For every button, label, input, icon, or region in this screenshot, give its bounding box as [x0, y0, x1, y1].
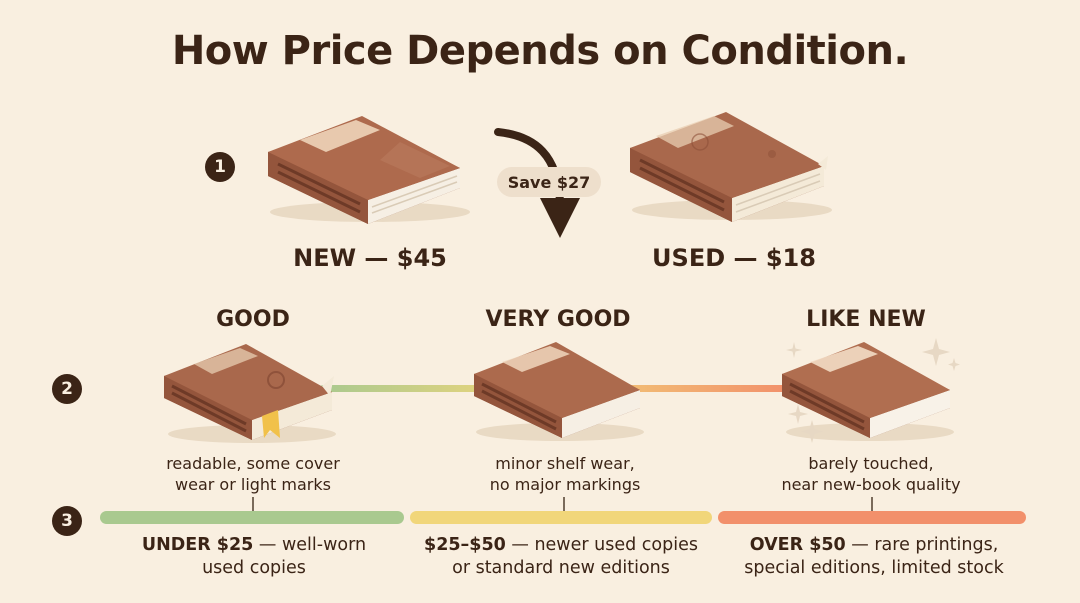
- scale-tick: [563, 497, 565, 511]
- condition-desc-good: readable, some cover wear or light marks: [128, 453, 378, 495]
- condition-desc-like-new: barely touched, near new-book quality: [746, 453, 996, 495]
- price-tier-mid: $25–$50 — newer used copies or standard …: [406, 534, 716, 580]
- tier-note-line2: special editions, limited stock: [744, 558, 1004, 578]
- condition-title-good: GOOD: [216, 307, 290, 332]
- new-price-label: NEW — $45: [293, 244, 447, 272]
- scale-tick: [871, 497, 873, 511]
- step-3-badge: 3: [52, 506, 82, 536]
- tier-range: UNDER $25: [141, 535, 254, 555]
- very-good-book-icon: [474, 342, 644, 441]
- price-tier-low: UNDER $25 — well-worn used copies: [112, 534, 396, 580]
- step-1-badge: 1: [205, 152, 235, 182]
- price-tier-high: OVER $50 — rare printings, special editi…: [722, 534, 1026, 580]
- tier-note: — rare printings,: [845, 535, 999, 555]
- tier-note-line2: used copies: [202, 558, 306, 578]
- condition-desc-line: barely touched,: [808, 454, 934, 473]
- tier-range: $25–$50: [424, 535, 506, 555]
- sparkle-icon: [922, 338, 960, 371]
- condition-desc-line: readable, some cover: [166, 454, 340, 473]
- condition-desc-line: wear or light marks: [175, 475, 331, 494]
- condition-desc-line: no major markings: [489, 475, 641, 494]
- price-scale-mid-bar: [410, 511, 712, 524]
- tier-range: OVER $50: [749, 535, 846, 555]
- savings-badge: Save $27: [497, 167, 601, 197]
- condition-title-like-new: LIKE NEW: [806, 307, 926, 332]
- condition-desc-very-good: minor shelf wear, no major markings: [440, 453, 690, 495]
- used-price-label: USED — $18: [652, 244, 816, 272]
- condition-desc-line: near new-book quality: [781, 475, 961, 494]
- new-book-icon: [268, 116, 470, 224]
- sparkle-icon: [788, 404, 823, 443]
- price-scale-low-bar: [100, 511, 404, 524]
- tier-note: — well-worn: [253, 535, 367, 555]
- tier-note: — newer used copies: [505, 535, 698, 555]
- price-scale-high-bar: [718, 511, 1026, 524]
- tier-note-line2: or standard new editions: [452, 558, 670, 578]
- scale-tick: [252, 497, 254, 511]
- used-book-icon: [630, 112, 832, 222]
- condition-title-very-good: VERY GOOD: [485, 307, 631, 332]
- step-2-badge: 2: [52, 374, 82, 404]
- sparkle-icon: [786, 342, 802, 358]
- like-new-book-icon: [782, 342, 954, 441]
- condition-desc-line: minor shelf wear,: [495, 454, 635, 473]
- page-title: How Price Depends on Condition.: [171, 28, 909, 74]
- good-book-icon: [164, 344, 336, 443]
